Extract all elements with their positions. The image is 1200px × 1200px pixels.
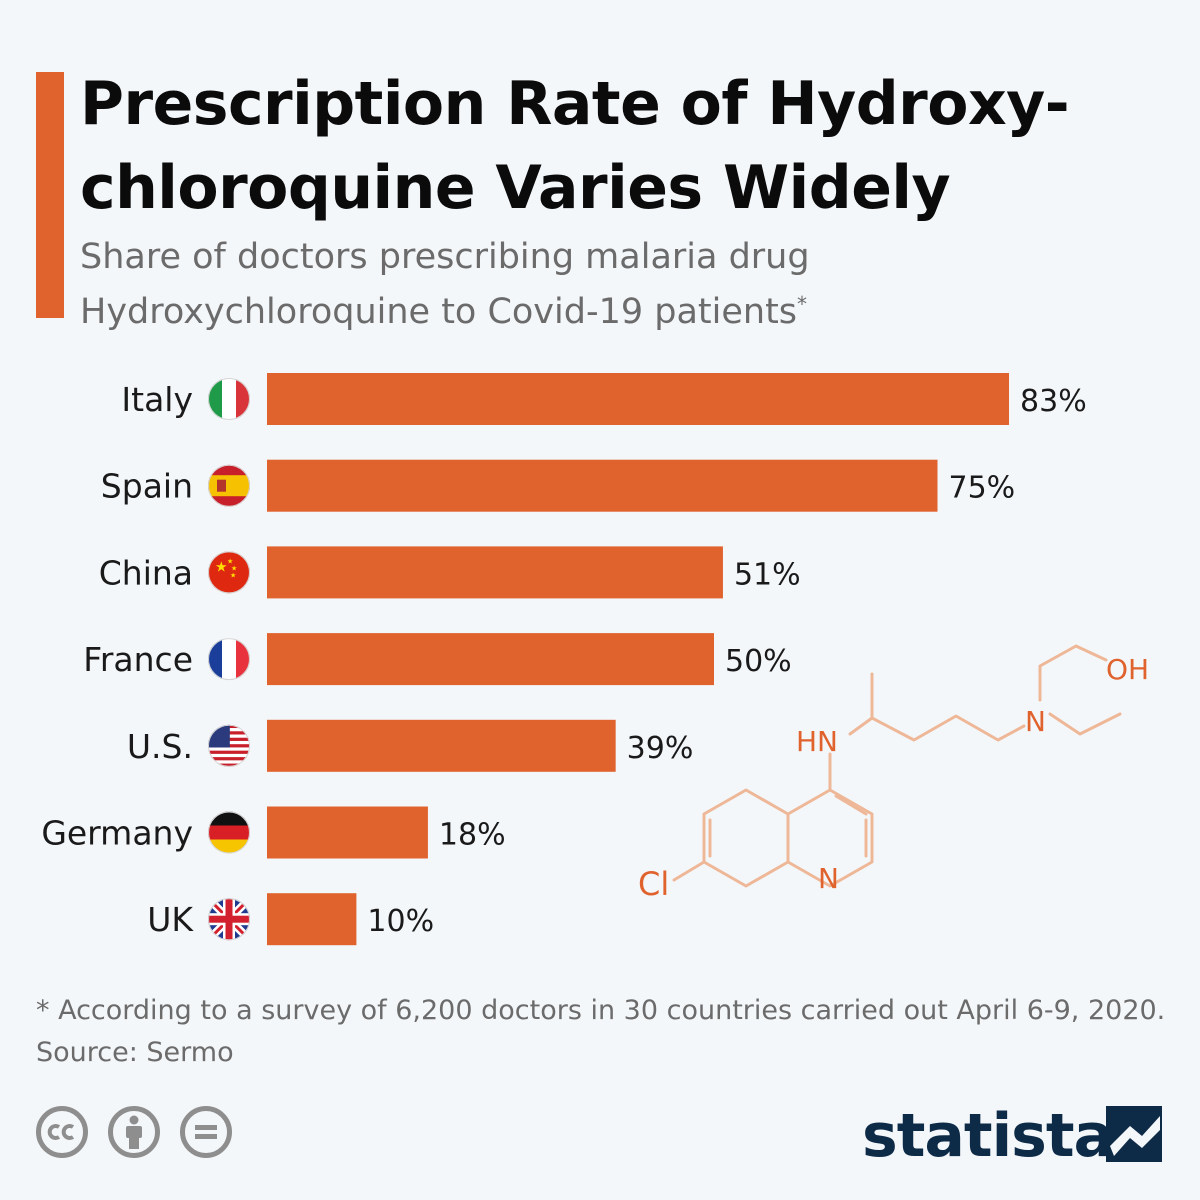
bar-france [267, 633, 714, 686]
bar-italy [267, 373, 1010, 425]
no-derivatives-icon[interactable] [180, 1106, 232, 1158]
chart-title-line-2: chloroquine Varies Widely [80, 153, 951, 223]
equals-icon [195, 1125, 217, 1139]
footnote: * According to a survey of 6,200 doctors… [36, 990, 1186, 1074]
bar-uk [267, 893, 357, 946]
value-label-france: 50% [725, 644, 792, 679]
chart-subtitle-line-2: Hydroxychloroquine to Covid-19 patients* [80, 281, 1170, 336]
subtitle-footnote-mark: * [797, 292, 808, 316]
china-flag-icon: ★ ★★★ [208, 551, 250, 594]
hydroxychloroquine-structure-icon: OH N HN N Cl [638, 644, 1149, 903]
bar-us [267, 719, 616, 772]
value-label-china: 51% [734, 557, 801, 592]
cc-glyph-icon [47, 1124, 75, 1140]
value-label-uk: 10% [367, 904, 434, 939]
bar-germany [267, 806, 428, 859]
spain-flag-outline [208, 464, 250, 507]
value-label-germany: 18% [439, 818, 506, 853]
uk-flag-icon [208, 898, 250, 941]
value-label-spain: 75% [949, 471, 1016, 506]
germany-flag-outline [208, 811, 250, 854]
chart-title-line-1: Prescription Rate of Hydroxy- [80, 69, 1070, 139]
chart-title: Prescription Rate of Hydroxy- chloroquin… [80, 62, 1170, 230]
chart-subtitle-line-1: Share of doctors prescribing malaria dru… [80, 237, 810, 277]
attribution-icon[interactable] [108, 1106, 160, 1158]
svg-text:★: ★ [230, 571, 236, 579]
category-label-china: China [99, 553, 193, 592]
italy-flag-outline [208, 378, 250, 420]
source-note: Source: Sermo [36, 1037, 234, 1068]
category-label-us: U.S. [127, 727, 193, 766]
category-label-germany: Germany [41, 814, 193, 853]
svg-text:★: ★ [231, 564, 237, 572]
statista-logo-icon [1106, 1106, 1162, 1162]
n-amine-label: N [1025, 705, 1046, 738]
n-ring-label: N [818, 862, 839, 895]
chart-subtitle-line-2-text: Hydroxychloroquine to Covid-19 patients [80, 292, 798, 332]
oh-label: OH [1106, 653, 1149, 686]
bar-china [267, 546, 723, 599]
bar-chart: Italy 83%Spain 75%China 51%★ ★★★France 50%U.S… [41, 373, 1087, 946]
statista-wordmark: statista [862, 1101, 1114, 1171]
china-flag-outline [208, 551, 250, 594]
category-label-spain: Spain [101, 467, 193, 506]
svg-text:★: ★ [215, 559, 228, 575]
person-icon [126, 1115, 142, 1149]
spain-flag-icon [208, 464, 250, 507]
bar-spain [267, 459, 938, 512]
survey-note: * According to a survey of 6,200 doctors… [36, 995, 1166, 1026]
france-flag-outline [208, 638, 250, 681]
title-accent-bar [36, 72, 64, 318]
chart-subtitle: Share of doctors prescribing malaria dru… [80, 234, 1170, 336]
category-label-italy: Italy [121, 380, 193, 419]
hn-label: HN [796, 725, 838, 758]
uk-flag-outline [208, 898, 250, 941]
value-label-italy: 83% [1020, 384, 1087, 419]
cl-label: Cl [638, 865, 669, 903]
value-label-us: 39% [627, 731, 694, 766]
category-label-uk: UK [147, 900, 194, 939]
cc-icon[interactable] [36, 1106, 88, 1158]
us-flag-outline [208, 724, 250, 767]
category-label-france: France [83, 640, 193, 679]
svg-text:★: ★ [227, 557, 233, 565]
